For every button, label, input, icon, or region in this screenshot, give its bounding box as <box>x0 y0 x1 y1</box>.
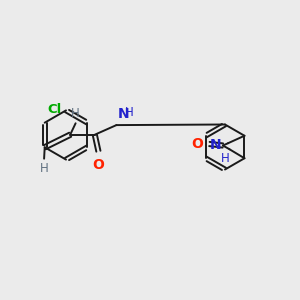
Text: H: H <box>40 162 49 175</box>
Text: N: N <box>210 138 221 152</box>
Text: N: N <box>118 106 130 121</box>
Text: Cl: Cl <box>47 103 61 116</box>
Text: H: H <box>71 107 80 120</box>
Text: O: O <box>191 137 203 151</box>
Text: H: H <box>125 106 134 118</box>
Text: O: O <box>92 158 104 172</box>
Text: H: H <box>221 152 230 165</box>
